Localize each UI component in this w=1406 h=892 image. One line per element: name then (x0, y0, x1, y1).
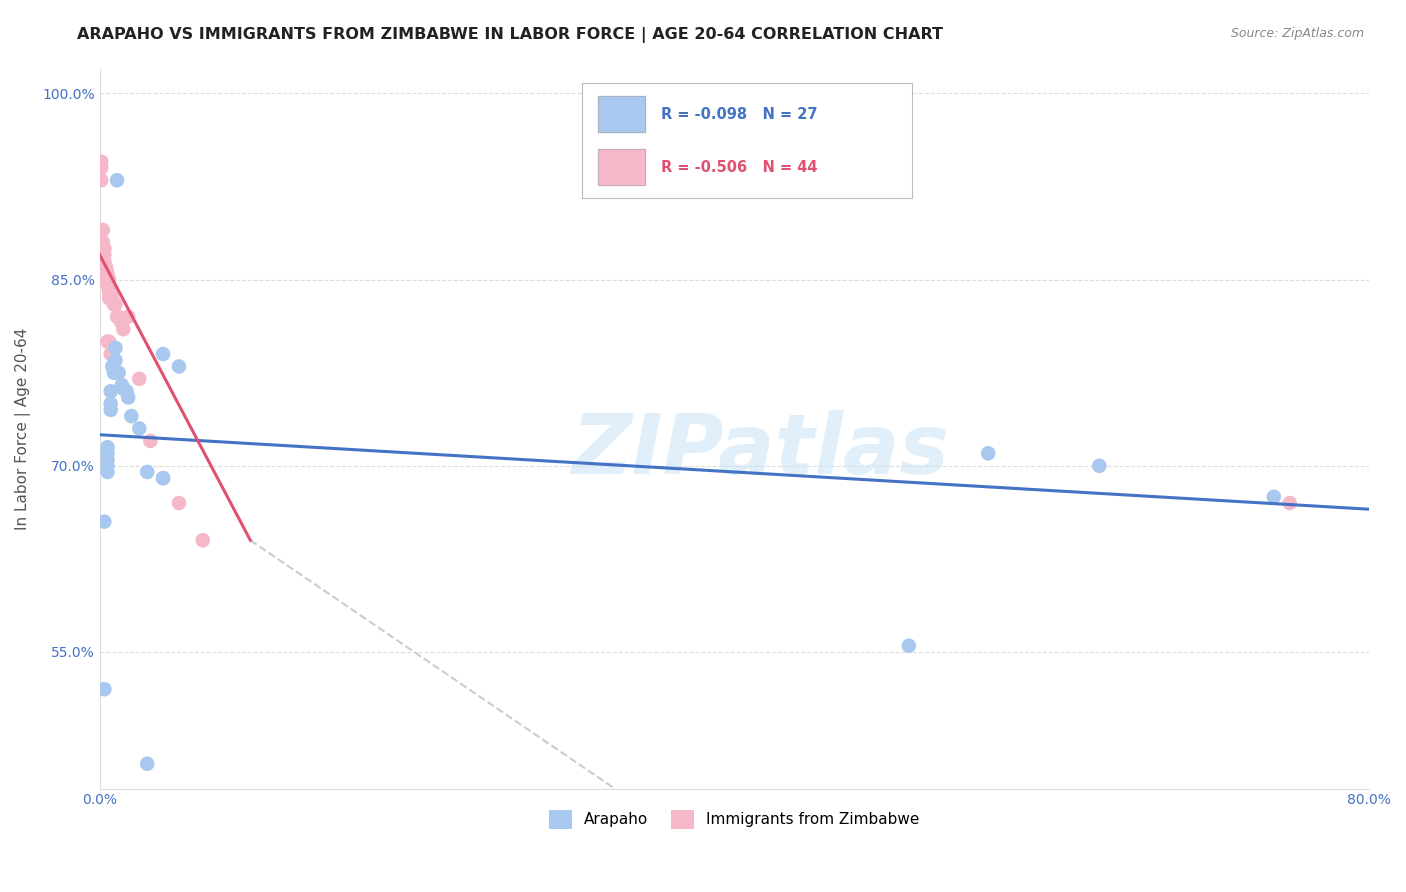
Point (94, 260, 117, 274)
Point (100, 397, 122, 411)
Point (90, 173, 112, 187)
Point (167, 496, 190, 510)
Point (107, 366, 129, 380)
Point (101, 291, 124, 305)
Point (93, 515, 115, 529)
Text: ARAPAHO VS IMMIGRANTS FROM ZIMBABWE IN LABOR FORCE | AGE 20-64 CORRELATION CHART: ARAPAHO VS IMMIGRANTS FROM ZIMBABWE IN L… (77, 27, 943, 43)
Point (98, 272, 121, 286)
Point (96, 440, 118, 454)
Point (94, 266, 117, 280)
Point (128, 421, 150, 435)
Point (98, 334, 121, 349)
Point (98, 285, 121, 299)
Point (100, 403, 122, 417)
Point (94, 272, 117, 286)
Point (96, 278, 118, 293)
Point (104, 353, 127, 368)
Point (191, 533, 214, 548)
Point (167, 359, 190, 374)
Point (152, 347, 174, 361)
Point (93, 254, 115, 268)
Point (977, 446, 1000, 460)
Point (90, 161, 112, 175)
Point (105, 173, 128, 187)
Point (117, 391, 139, 405)
Point (112, 382, 135, 396)
Y-axis label: In Labor Force | Age 20-64: In Labor Force | Age 20-64 (15, 327, 31, 530)
Point (93, 682, 115, 697)
Point (93, 248, 115, 262)
Point (91, 223, 114, 237)
Point (120, 409, 142, 423)
Point (104, 297, 127, 311)
Text: ZIPatlas: ZIPatlas (571, 409, 949, 491)
Point (96, 458, 118, 473)
Point (152, 471, 174, 485)
Point (136, 756, 159, 771)
Legend: Arapaho, Immigrants from Zimbabwe: Arapaho, Immigrants from Zimbabwe (543, 804, 925, 835)
Point (104, 366, 127, 380)
Point (105, 310, 128, 324)
Text: Source: ZipAtlas.com: Source: ZipAtlas.com (1230, 27, 1364, 40)
Point (112, 322, 135, 336)
Point (91, 242, 114, 256)
Point (100, 285, 122, 299)
Point (96, 446, 118, 460)
Point (152, 471, 174, 485)
Point (897, 639, 920, 653)
Point (111, 378, 134, 392)
Point (96, 272, 118, 286)
Point (103, 366, 125, 380)
Point (1278, 496, 1301, 510)
Point (100, 291, 122, 305)
Point (98, 278, 121, 293)
Point (139, 434, 162, 448)
Point (103, 297, 125, 311)
Point (107, 310, 129, 324)
Point (98, 291, 121, 305)
Point (96, 465, 118, 479)
Point (100, 347, 122, 361)
Point (1088, 458, 1111, 473)
Point (115, 384, 138, 399)
Point (96, 452, 118, 467)
Point (96, 266, 118, 280)
Point (91, 235, 114, 250)
Point (104, 341, 127, 355)
Point (90, 154, 112, 169)
Point (96, 334, 118, 349)
Point (93, 242, 115, 256)
Point (117, 310, 139, 324)
Point (111, 316, 134, 330)
Point (128, 372, 150, 386)
Point (101, 359, 124, 374)
Point (91, 235, 114, 250)
Point (93, 260, 115, 274)
Point (1263, 490, 1285, 504)
Point (100, 384, 122, 399)
Point (136, 465, 159, 479)
